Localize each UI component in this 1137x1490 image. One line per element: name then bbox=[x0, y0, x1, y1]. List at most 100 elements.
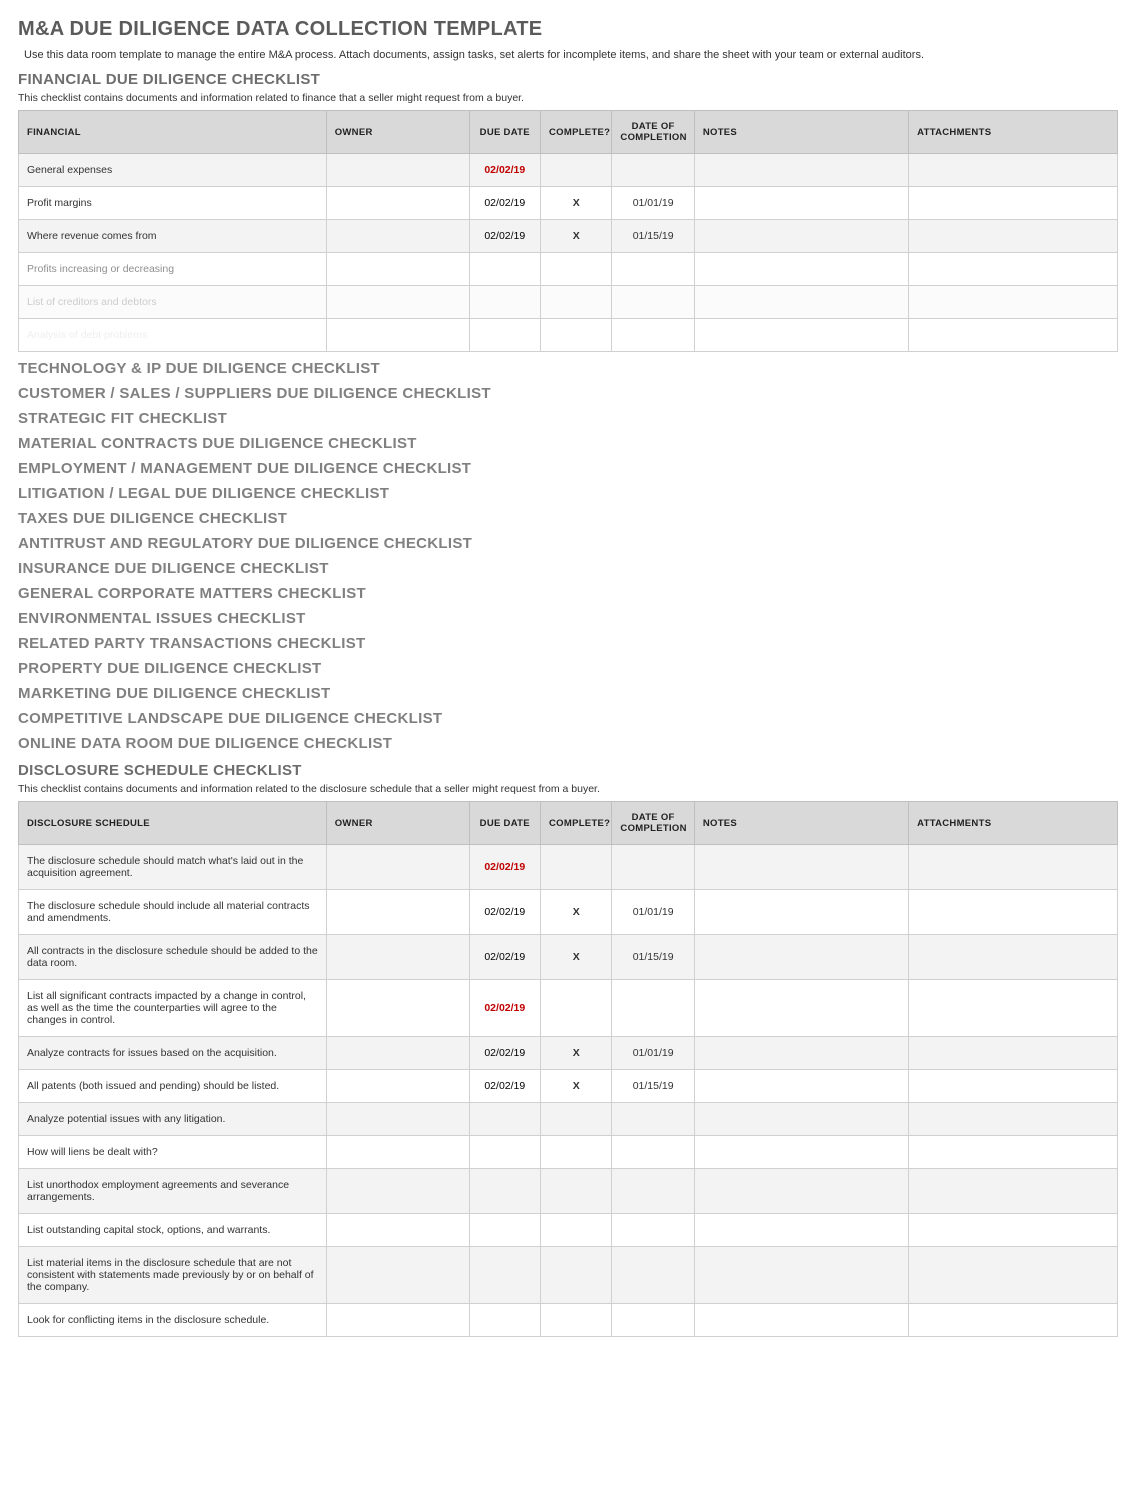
section-heading[interactable]: STRATEGIC FIT CHECKLIST bbox=[18, 410, 1119, 427]
cell-due-date[interactable] bbox=[469, 1169, 540, 1214]
section-heading[interactable]: ONLINE DATA ROOM DUE DILIGENCE CHECKLIST bbox=[18, 735, 1119, 752]
cell-due-date[interactable]: 02/02/19 bbox=[469, 935, 540, 980]
cell-date-completion[interactable]: 01/15/19 bbox=[612, 1070, 694, 1103]
cell-owner[interactable] bbox=[326, 845, 469, 890]
cell-notes[interactable] bbox=[694, 220, 908, 253]
section-heading[interactable]: CUSTOMER / SALES / SUPPLIERS DUE DILIGEN… bbox=[18, 385, 1119, 402]
cell-attachments[interactable] bbox=[909, 980, 1118, 1037]
cell-item[interactable]: How will liens be dealt with? bbox=[19, 1136, 327, 1169]
cell-complete[interactable]: X bbox=[541, 1070, 612, 1103]
cell-attachments[interactable] bbox=[909, 1214, 1118, 1247]
section-heading[interactable]: ANTITRUST AND REGULATORY DUE DILIGENCE C… bbox=[18, 535, 1119, 552]
cell-due-date[interactable] bbox=[469, 319, 540, 352]
cell-date-completion[interactable] bbox=[612, 319, 694, 352]
cell-owner[interactable] bbox=[326, 1037, 469, 1070]
section-heading[interactable]: PROPERTY DUE DILIGENCE CHECKLIST bbox=[18, 660, 1119, 677]
section-heading[interactable]: TECHNOLOGY & IP DUE DILIGENCE CHECKLIST bbox=[18, 360, 1119, 377]
cell-complete[interactable] bbox=[541, 1136, 612, 1169]
cell-item[interactable]: Analyze contracts for issues based on th… bbox=[19, 1037, 327, 1070]
cell-item[interactable]: List all significant contracts impacted … bbox=[19, 980, 327, 1037]
cell-attachments[interactable] bbox=[909, 1103, 1118, 1136]
cell-date-completion[interactable]: 01/01/19 bbox=[612, 890, 694, 935]
cell-attachments[interactable] bbox=[909, 845, 1118, 890]
cell-due-date[interactable] bbox=[469, 1136, 540, 1169]
cell-owner[interactable] bbox=[326, 1214, 469, 1247]
cell-due-date[interactable]: 02/02/19 bbox=[469, 845, 540, 890]
section-heading[interactable]: EMPLOYMENT / MANAGEMENT DUE DILIGENCE CH… bbox=[18, 460, 1119, 477]
cell-notes[interactable] bbox=[694, 845, 908, 890]
cell-notes[interactable] bbox=[694, 1304, 908, 1337]
cell-complete[interactable]: X bbox=[541, 890, 612, 935]
cell-attachments[interactable] bbox=[909, 286, 1118, 319]
cell-complete[interactable] bbox=[541, 1169, 612, 1214]
cell-due-date[interactable] bbox=[469, 286, 540, 319]
cell-attachments[interactable] bbox=[909, 253, 1118, 286]
cell-owner[interactable] bbox=[326, 1169, 469, 1214]
cell-date-completion[interactable] bbox=[612, 1103, 694, 1136]
cell-attachments[interactable] bbox=[909, 187, 1118, 220]
section-heading[interactable]: LITIGATION / LEGAL DUE DILIGENCE CHECKLI… bbox=[18, 485, 1119, 502]
cell-attachments[interactable] bbox=[909, 154, 1118, 187]
cell-item[interactable]: The disclosure schedule should include a… bbox=[19, 890, 327, 935]
cell-item[interactable]: All patents (both issued and pending) sh… bbox=[19, 1070, 327, 1103]
cell-attachments[interactable] bbox=[909, 220, 1118, 253]
cell-attachments[interactable] bbox=[909, 1136, 1118, 1169]
cell-notes[interactable] bbox=[694, 1169, 908, 1214]
cell-date-completion[interactable] bbox=[612, 1169, 694, 1214]
cell-due-date[interactable]: 02/02/19 bbox=[469, 220, 540, 253]
cell-date-completion[interactable] bbox=[612, 1214, 694, 1247]
cell-attachments[interactable] bbox=[909, 1070, 1118, 1103]
cell-date-completion[interactable] bbox=[612, 286, 694, 319]
cell-complete[interactable] bbox=[541, 1304, 612, 1337]
cell-notes[interactable] bbox=[694, 890, 908, 935]
cell-due-date[interactable] bbox=[469, 1214, 540, 1247]
cell-notes[interactable] bbox=[694, 1103, 908, 1136]
cell-notes[interactable] bbox=[694, 1070, 908, 1103]
cell-notes[interactable] bbox=[694, 1214, 908, 1247]
cell-owner[interactable] bbox=[326, 980, 469, 1037]
cell-notes[interactable] bbox=[694, 980, 908, 1037]
cell-notes[interactable] bbox=[694, 187, 908, 220]
cell-due-date[interactable]: 02/02/19 bbox=[469, 154, 540, 187]
section-heading[interactable]: GENERAL CORPORATE MATTERS CHECKLIST bbox=[18, 585, 1119, 602]
cell-owner[interactable] bbox=[326, 890, 469, 935]
cell-notes[interactable] bbox=[694, 286, 908, 319]
section-heading[interactable]: MARKETING DUE DILIGENCE CHECKLIST bbox=[18, 685, 1119, 702]
cell-attachments[interactable] bbox=[909, 1304, 1118, 1337]
cell-due-date[interactable]: 02/02/19 bbox=[469, 980, 540, 1037]
cell-item[interactable]: Profits increasing or decreasing bbox=[19, 253, 327, 286]
cell-date-completion[interactable] bbox=[612, 154, 694, 187]
cell-date-completion[interactable]: 01/15/19 bbox=[612, 220, 694, 253]
cell-complete[interactable] bbox=[541, 154, 612, 187]
cell-date-completion[interactable] bbox=[612, 1136, 694, 1169]
cell-owner[interactable] bbox=[326, 286, 469, 319]
cell-owner[interactable] bbox=[326, 187, 469, 220]
cell-notes[interactable] bbox=[694, 935, 908, 980]
cell-due-date[interactable]: 02/02/19 bbox=[469, 890, 540, 935]
cell-date-completion[interactable] bbox=[612, 253, 694, 286]
cell-complete[interactable]: X bbox=[541, 220, 612, 253]
cell-item[interactable]: The disclosure schedule should match wha… bbox=[19, 845, 327, 890]
cell-date-completion[interactable] bbox=[612, 1247, 694, 1304]
cell-item[interactable]: Profit margins bbox=[19, 187, 327, 220]
cell-notes[interactable] bbox=[694, 154, 908, 187]
cell-notes[interactable] bbox=[694, 319, 908, 352]
cell-owner[interactable] bbox=[326, 1103, 469, 1136]
cell-item[interactable]: Analyze potential issues with any litiga… bbox=[19, 1103, 327, 1136]
cell-due-date[interactable] bbox=[469, 253, 540, 286]
cell-owner[interactable] bbox=[326, 935, 469, 980]
cell-attachments[interactable] bbox=[909, 1037, 1118, 1070]
cell-due-date[interactable]: 02/02/19 bbox=[469, 187, 540, 220]
cell-owner[interactable] bbox=[326, 1136, 469, 1169]
cell-owner[interactable] bbox=[326, 319, 469, 352]
cell-notes[interactable] bbox=[694, 1136, 908, 1169]
section-heading[interactable]: MATERIAL CONTRACTS DUE DILIGENCE CHECKLI… bbox=[18, 435, 1119, 452]
cell-item[interactable]: List of creditors and debtors bbox=[19, 286, 327, 319]
cell-due-date[interactable]: 02/02/19 bbox=[469, 1037, 540, 1070]
cell-attachments[interactable] bbox=[909, 1247, 1118, 1304]
cell-complete[interactable] bbox=[541, 1214, 612, 1247]
cell-date-completion[interactable]: 01/01/19 bbox=[612, 1037, 694, 1070]
cell-owner[interactable] bbox=[326, 1247, 469, 1304]
cell-item[interactable]: General expenses bbox=[19, 154, 327, 187]
cell-owner[interactable] bbox=[326, 220, 469, 253]
